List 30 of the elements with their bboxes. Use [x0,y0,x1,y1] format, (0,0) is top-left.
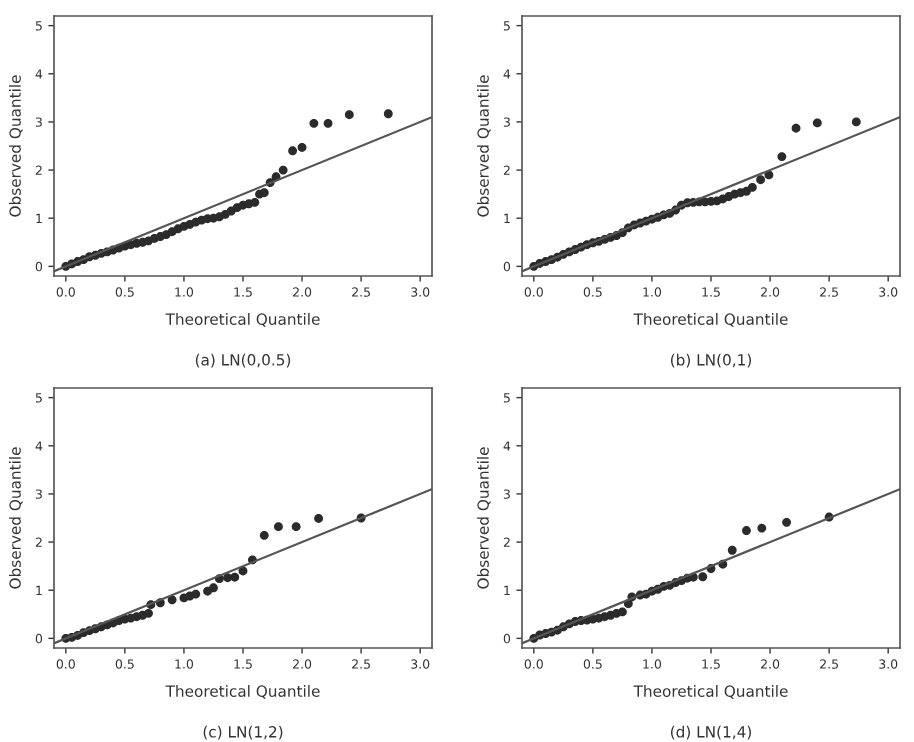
point [747,182,757,192]
point [617,607,627,617]
point [288,146,298,156]
point [250,197,260,207]
point [291,522,301,532]
point [259,188,269,198]
point [309,118,319,128]
point [230,572,240,582]
point [756,175,766,185]
point [383,109,393,119]
point [314,514,324,523]
point [782,517,792,527]
point [323,118,333,128]
point [278,165,288,175]
point [698,572,708,582]
point [727,545,737,555]
point [344,110,354,120]
point [144,608,153,618]
point [191,589,201,599]
point [259,530,269,540]
point [741,526,751,535]
point [209,583,218,593]
point [812,118,822,128]
point [273,522,283,532]
point [238,566,248,576]
point [777,152,787,162]
point [297,143,307,152]
point [791,123,801,133]
point [757,523,767,533]
point [851,117,861,127]
